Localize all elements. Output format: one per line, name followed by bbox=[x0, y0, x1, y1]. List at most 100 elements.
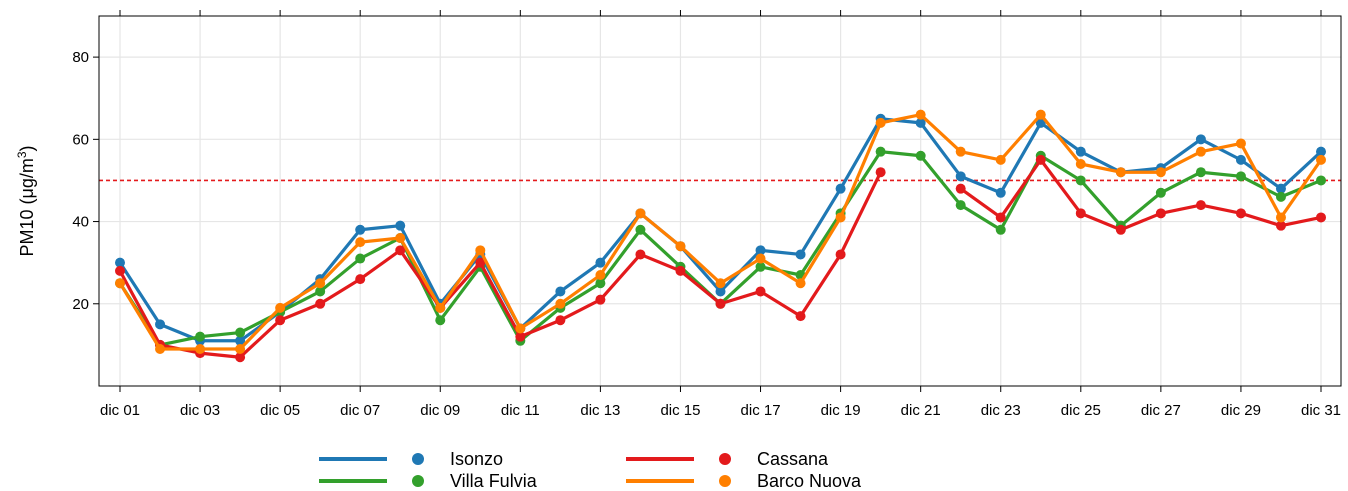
data-point bbox=[1035, 154, 1046, 165]
x-tick-label: dic 15 bbox=[660, 402, 700, 419]
data-point bbox=[875, 167, 886, 178]
grid bbox=[99, 16, 1341, 386]
data-point bbox=[235, 335, 246, 346]
data-point bbox=[1155, 167, 1166, 178]
data-point bbox=[1235, 208, 1246, 219]
x-tick-label: dic 11 bbox=[501, 402, 540, 419]
data-point bbox=[555, 315, 566, 326]
y-axis-title: PM10 (μg/m3) bbox=[15, 145, 37, 256]
data-point bbox=[1275, 212, 1286, 223]
series-cassana bbox=[115, 154, 1326, 363]
x-tick-label: dic 07 bbox=[340, 402, 380, 419]
data-point bbox=[1275, 183, 1286, 194]
data-point bbox=[355, 237, 366, 248]
data-point bbox=[515, 331, 526, 342]
data-point bbox=[355, 274, 366, 285]
x-tick-label: dic 01 bbox=[100, 402, 140, 419]
data-point bbox=[315, 286, 326, 297]
data-point bbox=[275, 315, 286, 326]
data-point bbox=[1195, 167, 1206, 178]
x-tick-label: dic 19 bbox=[821, 402, 861, 419]
data-point bbox=[355, 224, 366, 235]
data-point bbox=[395, 245, 406, 256]
legend-entry: Villa Fulvia bbox=[319, 471, 538, 491]
data-point bbox=[1316, 212, 1326, 223]
data-point bbox=[1115, 167, 1126, 178]
legend-label: Isonzo bbox=[450, 449, 503, 469]
data-point bbox=[1075, 175, 1086, 186]
series-isonzo bbox=[115, 113, 1326, 346]
data-point bbox=[875, 117, 886, 128]
data-point bbox=[1316, 154, 1326, 165]
data-point bbox=[235, 344, 246, 354]
data-point bbox=[995, 187, 1006, 198]
legend-entry: Barco Nuova bbox=[626, 471, 862, 491]
legend-label: Barco Nuova bbox=[757, 471, 862, 491]
data-point bbox=[435, 302, 446, 313]
series-line bbox=[118, 150, 1323, 347]
data-point bbox=[1235, 138, 1246, 149]
legend-label: Cassana bbox=[757, 449, 829, 469]
data-point bbox=[715, 298, 726, 309]
data-point bbox=[155, 344, 166, 354]
data-point bbox=[755, 286, 766, 297]
data-point bbox=[1115, 224, 1126, 235]
data-point bbox=[555, 286, 566, 297]
data-point bbox=[955, 171, 966, 182]
data-point bbox=[595, 270, 606, 280]
data-point bbox=[275, 302, 286, 313]
data-point bbox=[675, 241, 686, 252]
y-tick-label: 20 bbox=[72, 296, 89, 313]
y-tick-label: 40 bbox=[72, 214, 89, 231]
data-point bbox=[1075, 208, 1086, 219]
data-point bbox=[835, 212, 846, 223]
data-point bbox=[995, 154, 1006, 165]
x-tick-label: dic 23 bbox=[981, 402, 1021, 419]
data-point bbox=[195, 344, 206, 354]
x-tick-label: dic 29 bbox=[1221, 402, 1261, 419]
data-point bbox=[1235, 154, 1246, 165]
data-point bbox=[755, 261, 766, 272]
data-point bbox=[595, 294, 606, 305]
data-point bbox=[755, 253, 766, 264]
series-line bbox=[118, 113, 1323, 351]
series-barco-nuova bbox=[115, 109, 1326, 354]
data-point bbox=[595, 257, 606, 268]
data-point bbox=[995, 212, 1006, 223]
legend-label: Villa Fulvia bbox=[450, 471, 538, 491]
data-point bbox=[1075, 146, 1086, 157]
data-point bbox=[235, 352, 246, 363]
x-tick-label: dic 17 bbox=[741, 402, 781, 419]
data-point bbox=[955, 183, 966, 194]
data-point bbox=[1235, 171, 1246, 182]
data-point bbox=[555, 298, 566, 309]
x-tick-label: dic 05 bbox=[260, 402, 300, 419]
data-point bbox=[635, 208, 646, 219]
data-point bbox=[715, 278, 726, 289]
series-line bbox=[959, 158, 1323, 232]
x-tick-label: dic 27 bbox=[1141, 402, 1181, 419]
data-point bbox=[315, 278, 326, 289]
data-point bbox=[715, 286, 726, 297]
data-point bbox=[1316, 175, 1326, 186]
data-point bbox=[795, 278, 806, 289]
legend-entry: Isonzo bbox=[319, 449, 503, 469]
data-point bbox=[835, 183, 846, 194]
data-point bbox=[315, 298, 326, 309]
legend-point-swatch bbox=[719, 475, 731, 487]
x-tick-label: dic 03 bbox=[180, 402, 220, 419]
y-tick-label: 60 bbox=[72, 131, 89, 148]
data-point bbox=[995, 224, 1006, 235]
data-point bbox=[475, 245, 486, 256]
data-point bbox=[955, 200, 966, 211]
data-point bbox=[395, 220, 406, 231]
data-point bbox=[1195, 134, 1206, 145]
data-point bbox=[115, 257, 125, 268]
x-tick-label: dic 31 bbox=[1301, 402, 1341, 419]
plot-frame bbox=[98, 15, 1342, 387]
data-point bbox=[115, 265, 125, 276]
data-point bbox=[195, 331, 206, 342]
axes: 20 40 60 80 dic 01 dic 03 dic 05 dic 07 dic 09 di… bbox=[72, 10, 1341, 419]
